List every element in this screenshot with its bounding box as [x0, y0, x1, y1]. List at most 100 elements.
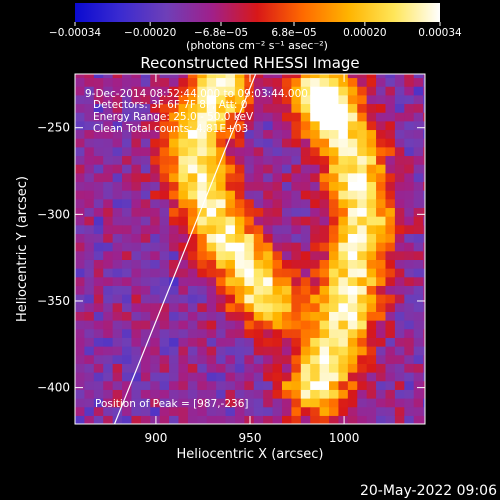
heatmap-cell [281, 155, 292, 165]
heatmap-cell [234, 216, 245, 226]
heatmap-cell [253, 74, 264, 79]
heatmap-cell [281, 354, 292, 364]
heatmap-cell [291, 250, 302, 260]
heatmap-cell [291, 77, 302, 87]
heatmap-cell [376, 198, 387, 209]
heatmap-cell [253, 120, 264, 131]
heatmap-cell [169, 120, 180, 131]
heatmap-cell [122, 233, 133, 243]
heatmap-cell [159, 94, 170, 105]
heatmap-cell [357, 103, 368, 113]
heatmap-cell [112, 77, 123, 87]
heatmap-cell [310, 337, 321, 347]
heatmap-cell [244, 198, 255, 209]
heatmap-cell [103, 103, 114, 113]
heatmap-cell [140, 285, 151, 295]
heatmap-cell [310, 138, 321, 148]
heatmap-cell [93, 311, 104, 321]
heatmap-cell [84, 250, 95, 260]
heatmap-cell [413, 346, 424, 356]
heatmap-cell [84, 398, 95, 408]
heatmap-cell [366, 86, 377, 96]
heatmap-cell [300, 302, 311, 312]
heatmap-cell [234, 389, 245, 399]
heatmap-cell [357, 164, 368, 174]
heatmap-cell [366, 250, 377, 260]
heatmap-cell [319, 103, 330, 113]
heatmap-cell [253, 86, 264, 96]
heatmap-cell [404, 120, 415, 131]
heatmap-cell [253, 112, 264, 122]
heatmap-cell [187, 311, 198, 321]
heatmap-cell [253, 242, 264, 252]
heatmap-cell [329, 233, 340, 243]
heatmap-cell [347, 94, 358, 105]
heatmap-cell [84, 233, 95, 243]
heatmap-cell [376, 94, 387, 105]
heatmap-cell [338, 216, 349, 226]
heatmap-cell [244, 103, 255, 113]
heatmap-cell [234, 380, 245, 390]
heatmap-cell [197, 337, 208, 347]
heatmap-cell [84, 285, 95, 295]
heatmap-cell [394, 259, 405, 269]
heatmap-cell [93, 155, 104, 165]
heatmap-cell [253, 216, 264, 226]
heatmap-cell [216, 406, 227, 416]
heatmap-cell [75, 328, 86, 338]
heatmap-cell [394, 86, 405, 96]
heatmap-cell [122, 311, 133, 321]
heatmap-cell [385, 268, 396, 278]
heatmap-cell [169, 86, 180, 96]
heatmap-cell [385, 285, 396, 295]
heatmap-cell [103, 372, 114, 382]
heatmap-cell [376, 406, 387, 416]
heatmap-cell [140, 415, 151, 424]
heatmap-cell [112, 181, 123, 191]
heatmap-cell [75, 146, 86, 157]
heatmap-cell [112, 320, 123, 330]
heatmap-cell [423, 129, 425, 139]
heatmap-cell [225, 302, 236, 312]
heatmap-cell [319, 250, 330, 260]
heatmap-cell [253, 207, 264, 217]
heatmap-cell [234, 276, 245, 286]
heatmap-cell [197, 354, 208, 364]
heatmap-cell [263, 372, 274, 382]
heatmap-cell [225, 77, 236, 87]
heatmap-cell [385, 398, 396, 408]
heatmap-cell [225, 138, 236, 148]
heatmap-cell [206, 337, 217, 347]
heatmap-cell [385, 311, 396, 321]
heatmap-cell [281, 224, 292, 235]
heatmap-cell [310, 406, 321, 416]
heatmap-cell [338, 406, 349, 416]
heatmap-cell [263, 181, 274, 191]
heatmap-cell [206, 320, 217, 330]
heatmap-cell [187, 328, 198, 338]
heatmap-cell [216, 146, 227, 157]
heatmap-cell [206, 259, 217, 269]
heatmap-cell [413, 120, 424, 131]
heatmap-cell [103, 112, 114, 122]
heatmap-cell [75, 172, 86, 183]
heatmap-cell [329, 311, 340, 321]
plot-area: 900 950 1000−250−300−350−400 9-Dec-2014 08… [37, 73, 426, 445]
heatmap-cell [413, 233, 424, 243]
heatmap-cell [187, 406, 198, 416]
heatmap-cell [376, 294, 387, 304]
heatmap-cell [244, 389, 255, 399]
heatmap-cell [178, 146, 189, 157]
heatmap-cell [197, 268, 208, 278]
heatmap-cell [404, 181, 415, 191]
heatmap-cell [376, 77, 387, 87]
heatmap-cell [281, 380, 292, 390]
heatmap-cell [281, 190, 292, 200]
heatmap-cell [310, 311, 321, 321]
heatmap-cell [140, 233, 151, 243]
heatmap-cell [225, 190, 236, 200]
heatmap-cell [347, 86, 358, 96]
heatmap-cell [206, 74, 217, 79]
heatmap-cell [253, 389, 264, 399]
heatmap-cell [84, 224, 95, 235]
